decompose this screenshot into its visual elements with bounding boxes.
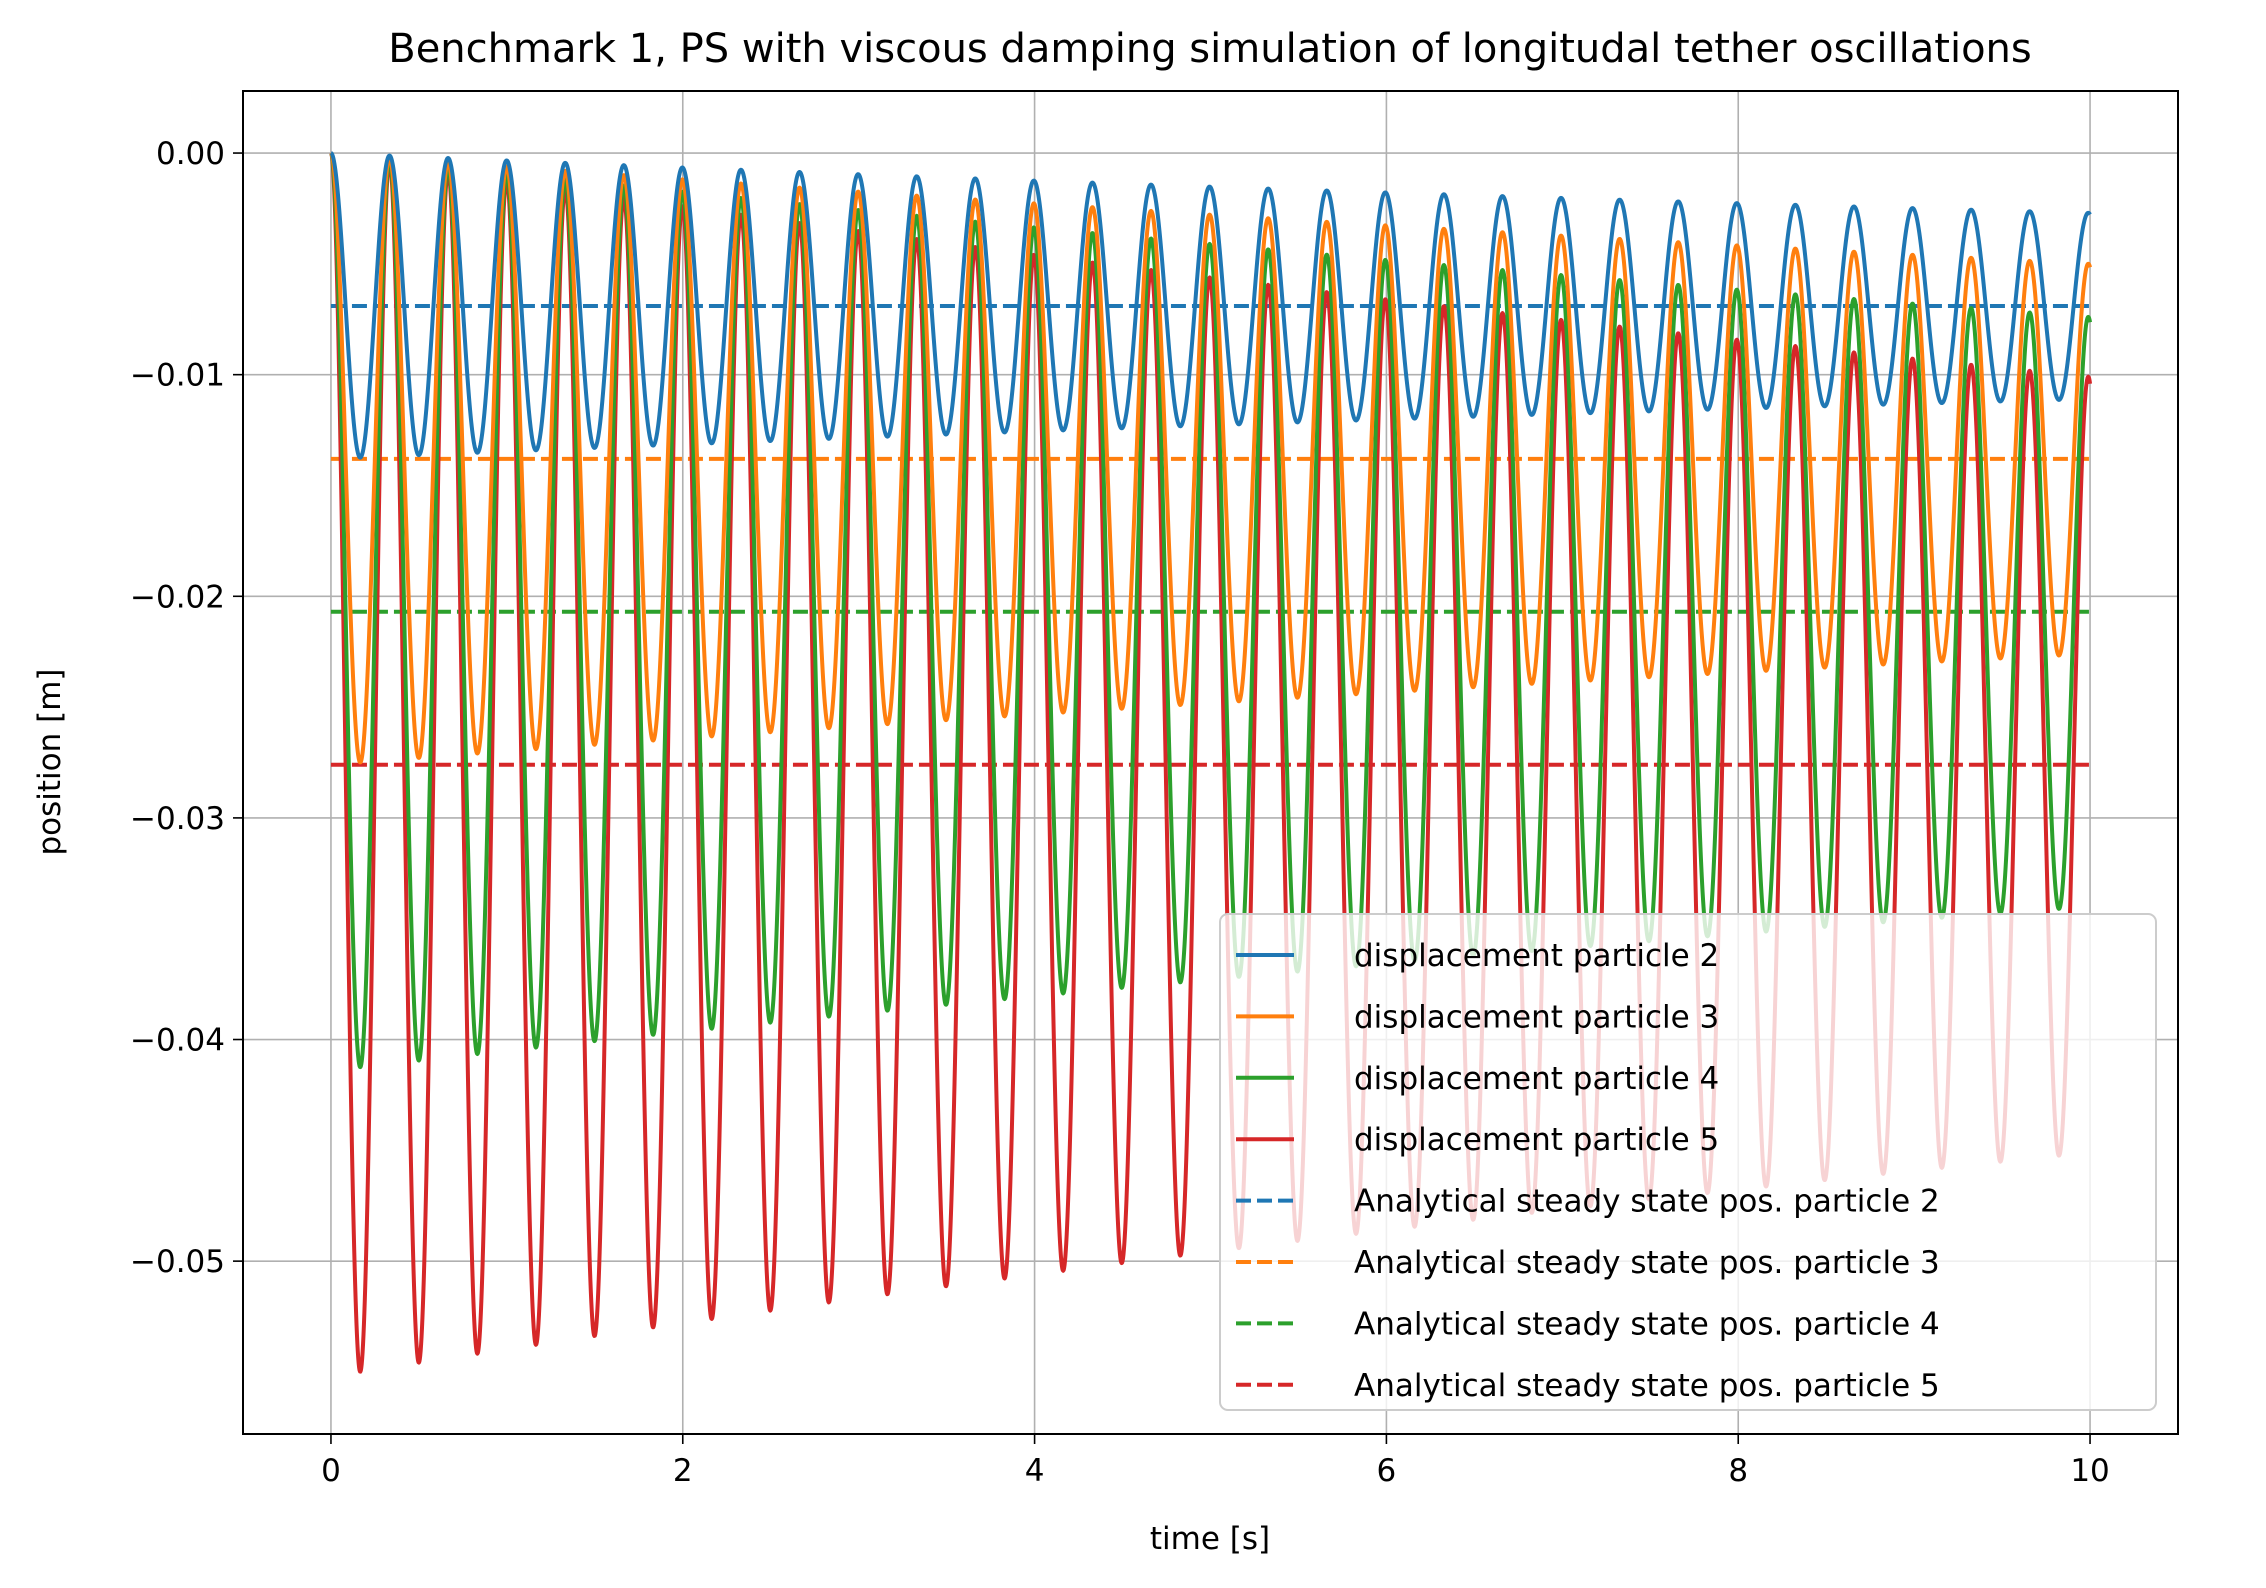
x-tick-label: 10 [2070,1453,2109,1489]
x-tick-label: 0 [321,1453,341,1489]
x-tick-label: 6 [1377,1453,1397,1489]
series-line-displacement-particle-2 [329,151,2092,460]
y-axis-ticks: 0.00 −0.01 −0.02 −0.03 −0.04 −0.05 [130,136,243,1280]
legend-label: displacement particle 3 [1354,999,1719,1035]
y-tick-label: −0.05 [130,1244,225,1280]
x-tick-label: 4 [1025,1453,1045,1489]
grid [243,91,2178,1434]
legend: displacement particle 2 displacement part… [1219,913,2157,1411]
series-line-displacement-particle-3 [329,151,2092,765]
x-tick-label: 8 [1728,1453,1748,1489]
y-axis-label: position [m] [32,668,68,855]
legend-label: Analytical steady state pos. particle 5 [1354,1368,1940,1404]
x-axis-label: time [s] [1150,1521,1270,1557]
legend-label: displacement particle 5 [1354,1122,1719,1158]
legend-box [1219,913,2157,1411]
y-tick-label: 0.00 [156,136,225,172]
legend-label: displacement particle 2 [1354,938,1719,974]
series-line-displacement-particle-4 [329,151,2093,1070]
y-tick-label: −0.02 [130,579,225,615]
x-axis-ticks: 0 2 4 6 8 10 [321,1434,2110,1489]
chart-title: Benchmark 1, PS with viscous damping sim… [388,26,2031,72]
plot-series [329,151,2093,1374]
plot-frame [242,90,2179,1435]
legend-label: Analytical steady state pos. particle 3 [1354,1245,1940,1281]
legend-label: Analytical steady state pos. particle 2 [1354,1184,1940,1220]
y-tick-label: −0.03 [130,801,225,837]
legend-label: displacement particle 4 [1354,1061,1719,1097]
legend-label: Analytical steady state pos. particle 4 [1354,1306,1940,1342]
y-tick-label: −0.01 [130,358,225,394]
x-tick-label: 2 [673,1453,693,1489]
y-tick-label: −0.04 [130,1023,225,1059]
